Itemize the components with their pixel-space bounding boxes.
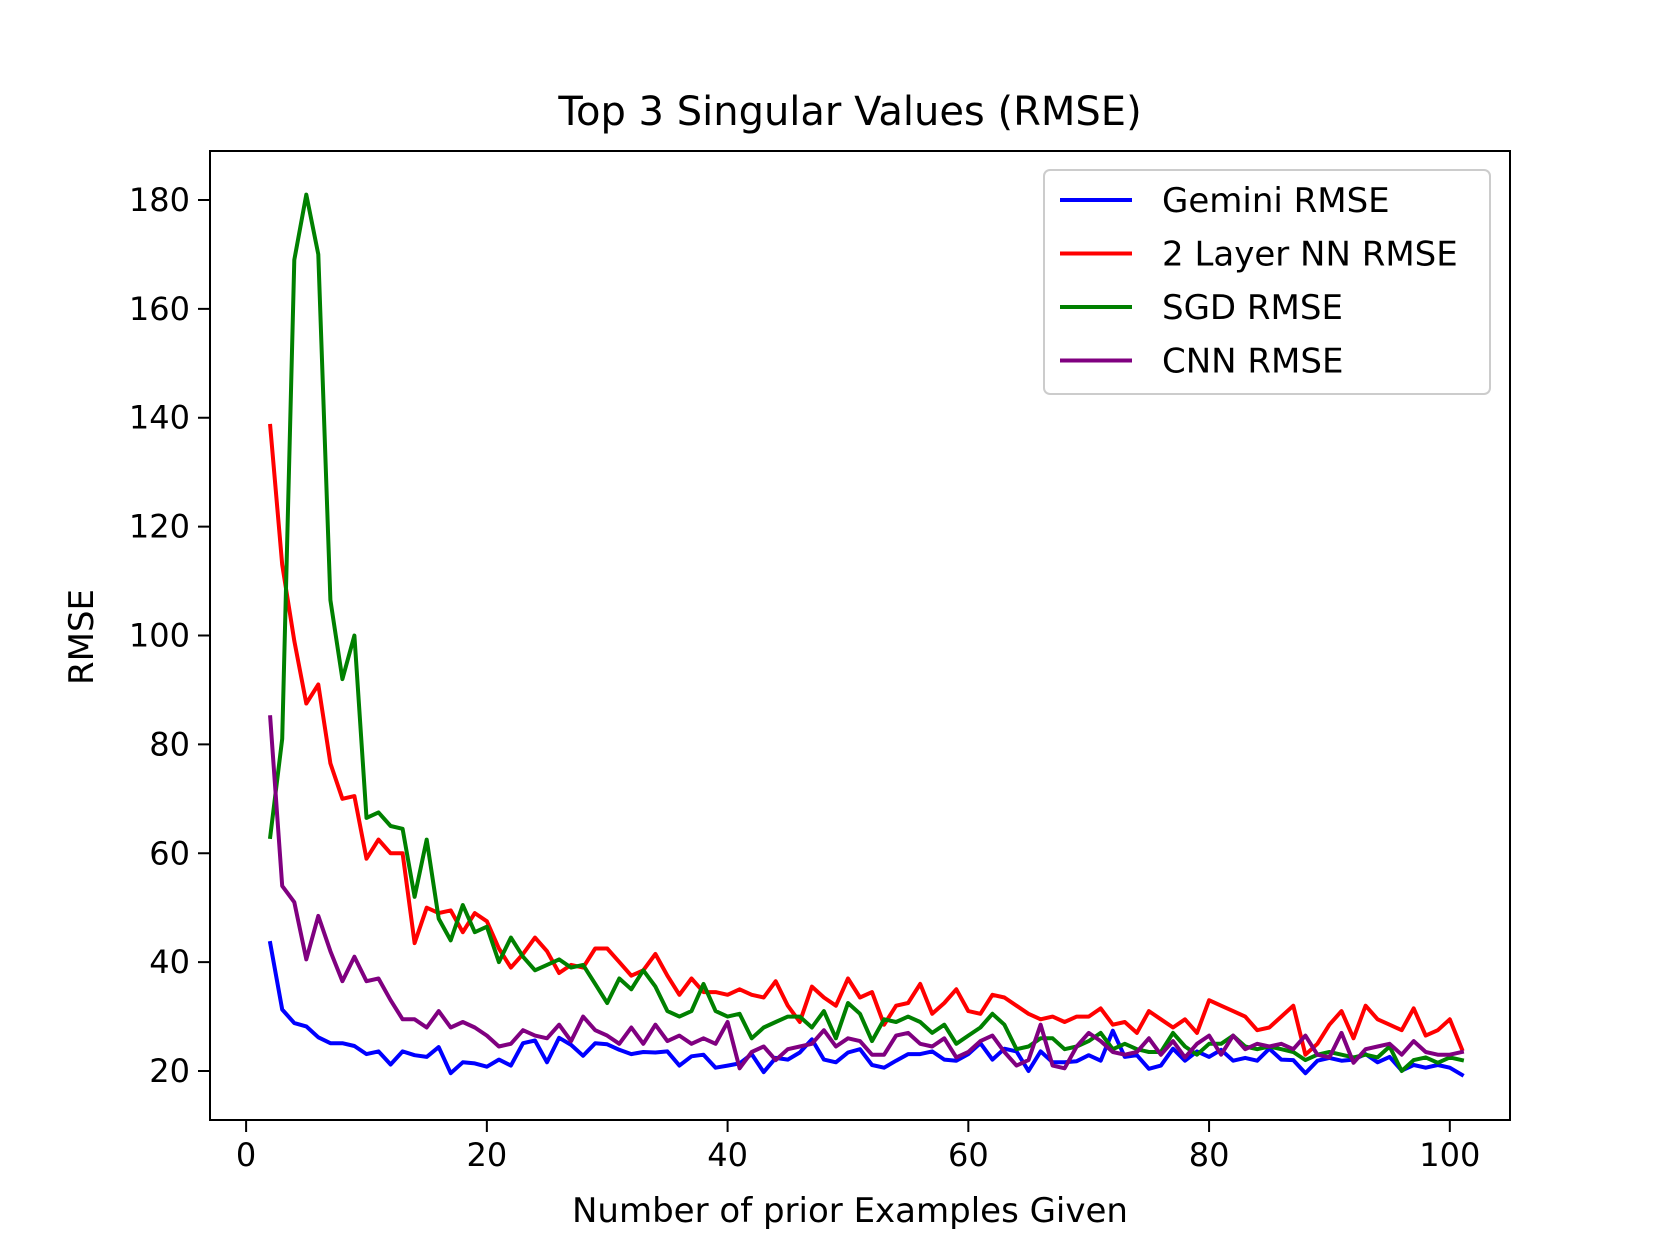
y-tick-label: 20 (149, 1052, 190, 1090)
series-lines (267, 192, 1465, 1078)
legend-box (1043, 169, 1491, 395)
y-tick-label: 160 (129, 290, 190, 328)
y-tick-label: 180 (129, 181, 190, 219)
y-axis-label: RMSE (62, 589, 102, 685)
chart-title: Top 3 Singular Values (RMSE) (557, 89, 1141, 135)
y-tick-label: 100 (129, 617, 190, 655)
x-tick-label: 40 (707, 1136, 748, 1174)
x-tick-label: 60 (948, 1136, 989, 1174)
x-tick-label: 0 (236, 1136, 256, 1174)
plot-area-frame (209, 150, 1511, 1121)
legend-label-cnn-rmse: CNN RMSE (1162, 342, 1343, 382)
legend: Gemini RMSE 2 Layer NN RMSE SGD RMSE CNN RM… (1043, 169, 1491, 395)
y-tick-label: 40 (149, 943, 190, 981)
x-tick-label: 100 (1419, 1136, 1480, 1174)
y-tick-label: 80 (149, 725, 190, 763)
legend-label-sgd-rmse: SGD RMSE (1162, 288, 1343, 328)
series-line-cnn-rmse (268, 715, 1465, 1071)
series-line-gemini-rmse (267, 940, 1465, 1078)
legend-label-gemini-rmse: Gemini RMSE (1162, 181, 1390, 221)
y-tick-label: 120 (129, 508, 190, 546)
series-line-sgd-rmse (267, 192, 1465, 1073)
y-tick-label: 140 (129, 399, 190, 437)
legend-label-2-layer-nn-rmse: 2 Layer NN RMSE (1162, 235, 1458, 275)
x-tick-label: 20 (466, 1136, 507, 1174)
y-tick-label: 60 (149, 834, 190, 872)
x-tick-label: 80 (1189, 1136, 1230, 1174)
y-axis-ticks: 20 40 60 80 100 120 140 160 180 (129, 181, 210, 1090)
x-axis-ticks: 0 20 40 60 80 100 (236, 1120, 1480, 1174)
x-axis-label: Number of prior Examples Given (572, 1191, 1128, 1231)
